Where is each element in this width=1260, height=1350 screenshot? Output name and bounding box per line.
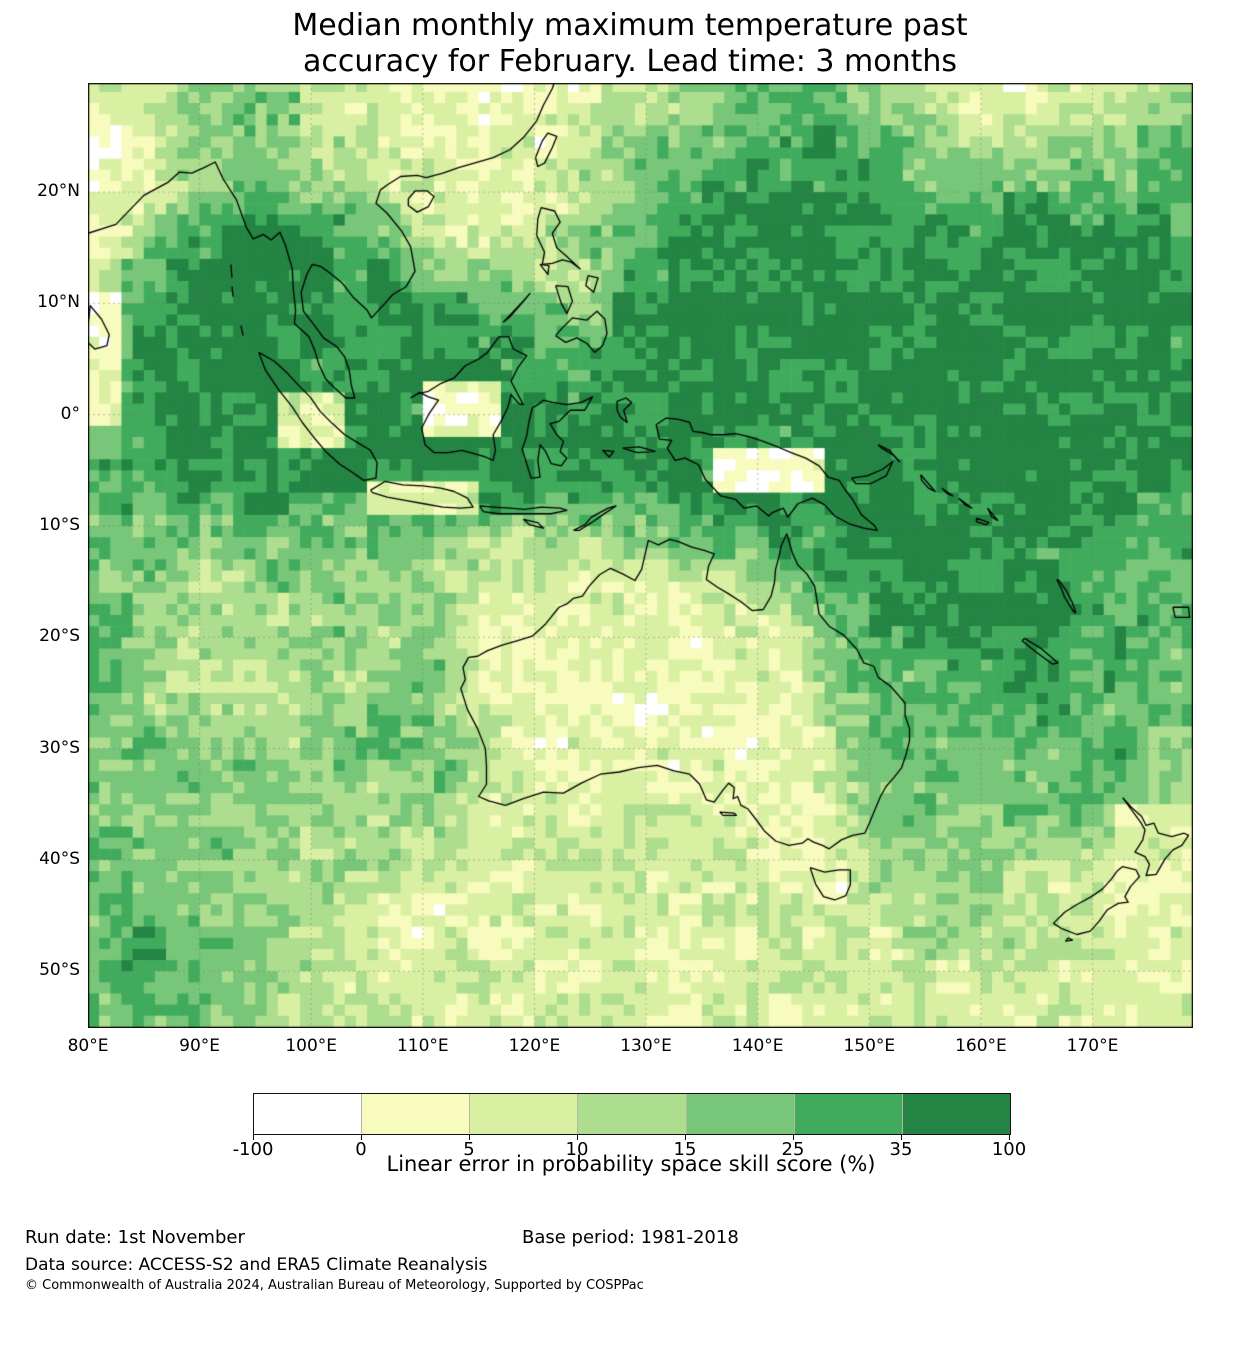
colorbar-segment-1 bbox=[361, 1094, 470, 1134]
colorbar-tick-label: 5 bbox=[463, 1139, 475, 1160]
data-source-text: Data source: ACCESS-S2 and ERA5 Climate … bbox=[25, 1255, 488, 1275]
colorbar-tick bbox=[361, 1135, 362, 1140]
chart-title-line1: Median monthly maximum temperature past bbox=[292, 8, 968, 43]
colorbar-tick-label: 25 bbox=[781, 1139, 805, 1160]
colorbar-segment-4 bbox=[685, 1094, 794, 1134]
colorbar-segment-6 bbox=[901, 1094, 1010, 1134]
lon-tick-label: 120°E bbox=[508, 1036, 561, 1056]
lon-tick-label: 110°E bbox=[396, 1036, 449, 1056]
colorbar-tick-label: 35 bbox=[889, 1139, 913, 1160]
colorbar-caption: Linear error in probability space skill … bbox=[386, 1152, 876, 1176]
lat-tick-label: 40°S bbox=[39, 848, 80, 869]
chart-title-line2: accuracy for February. Lead time: 3 mont… bbox=[302, 44, 958, 79]
colorbar bbox=[253, 1093, 1011, 1135]
colorbar-tick-label: 15 bbox=[673, 1139, 697, 1160]
colorbar-tick-label: -100 bbox=[232, 1139, 274, 1160]
lat-tick-label: 0° bbox=[60, 403, 80, 424]
lat-tick-label: 50°S bbox=[39, 960, 80, 981]
colorbar-segment-2 bbox=[469, 1094, 578, 1134]
map-canvas bbox=[88, 83, 1193, 1028]
copyright-text: © Commonwealth of Australia 2024, Austra… bbox=[25, 1278, 644, 1293]
base-period-text: Base period: 1981-2018 bbox=[522, 1227, 739, 1248]
lon-tick-label: 130°E bbox=[620, 1036, 672, 1056]
colorbar-tick-label: 100 bbox=[991, 1139, 1027, 1160]
lon-tick-label: 150°E bbox=[843, 1036, 896, 1056]
colorbar-tick bbox=[901, 1135, 902, 1140]
lat-tick-label: 10°S bbox=[39, 515, 80, 535]
lon-tick-label: 140°E bbox=[731, 1036, 784, 1056]
colorbar-tick bbox=[577, 1135, 578, 1140]
run-date-text: Run date: 1st November bbox=[25, 1227, 245, 1248]
colorbar-tick-label: 10 bbox=[565, 1139, 589, 1160]
colorbar-tick-label: 0 bbox=[355, 1139, 367, 1160]
lon-tick-label: 160°E bbox=[955, 1036, 1007, 1056]
colorbar-tick bbox=[793, 1135, 794, 1140]
lat-tick-label: 30°S bbox=[39, 737, 80, 758]
colorbar-segment-5 bbox=[793, 1094, 902, 1134]
chart-title: Median monthly maximum temperature past … bbox=[0, 8, 1260, 80]
colorbar-tick bbox=[685, 1135, 686, 1140]
lon-tick-label: 170°E bbox=[1066, 1036, 1119, 1056]
lon-tick-label: 80°E bbox=[67, 1036, 109, 1056]
map-panel bbox=[88, 83, 1193, 1028]
lon-tick-label: 90°E bbox=[179, 1036, 221, 1056]
colorbar-segment-0 bbox=[254, 1094, 362, 1134]
colorbar-tick bbox=[1009, 1135, 1010, 1140]
colorbar-tick bbox=[469, 1135, 470, 1140]
lon-tick-label: 100°E bbox=[285, 1036, 338, 1056]
colorbar-segment-3 bbox=[577, 1094, 686, 1134]
colorbar-tick bbox=[253, 1135, 254, 1140]
lat-tick-label: 20°N bbox=[37, 181, 80, 202]
lat-tick-label: 10°N bbox=[37, 292, 80, 313]
lat-tick-label: 20°S bbox=[39, 626, 80, 647]
